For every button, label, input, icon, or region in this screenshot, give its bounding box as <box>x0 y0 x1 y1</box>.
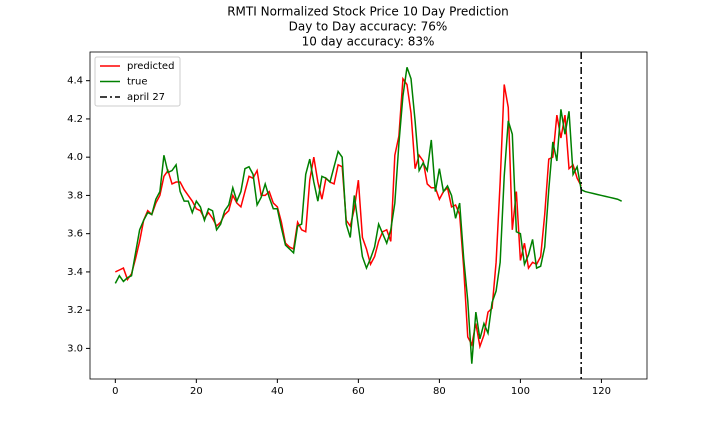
legend-label: predicted <box>127 61 174 72</box>
x-tick-label: 40 <box>271 386 284 397</box>
x-tick-label: 60 <box>352 386 365 397</box>
legend-box <box>94 56 181 107</box>
legend-label: true <box>127 77 148 88</box>
y-tick-label: 4.0 <box>67 152 83 163</box>
y-tick-label: 3.0 <box>67 343 83 354</box>
chart-title: RMTI Normalized Stock Price 10 Day Predi… <box>227 5 509 19</box>
series-line <box>114 67 622 364</box>
chart-subtitle: 10 day accuracy: 83% <box>302 35 435 49</box>
plot-frame <box>89 51 648 380</box>
y-tick-label: 4.2 <box>67 114 83 125</box>
series-line <box>115 76 582 350</box>
x-tick-label: 120 <box>592 386 611 397</box>
x-tick-label: 20 <box>190 386 203 397</box>
y-tick-label: 3.4 <box>67 267 83 278</box>
x-tick-label: 100 <box>511 386 530 397</box>
y-tick-label: 3.6 <box>67 229 83 240</box>
y-tick-label: 3.2 <box>67 305 83 316</box>
x-tick-label: 0 <box>112 386 118 397</box>
x-tick-label: 80 <box>433 386 446 397</box>
legend-label: april 27 <box>127 92 165 103</box>
y-tick-label: 3.8 <box>67 190 83 201</box>
chart-subtitle: Day to Day accuracy: 76% <box>289 20 448 34</box>
y-tick-label: 4.4 <box>67 76 83 87</box>
